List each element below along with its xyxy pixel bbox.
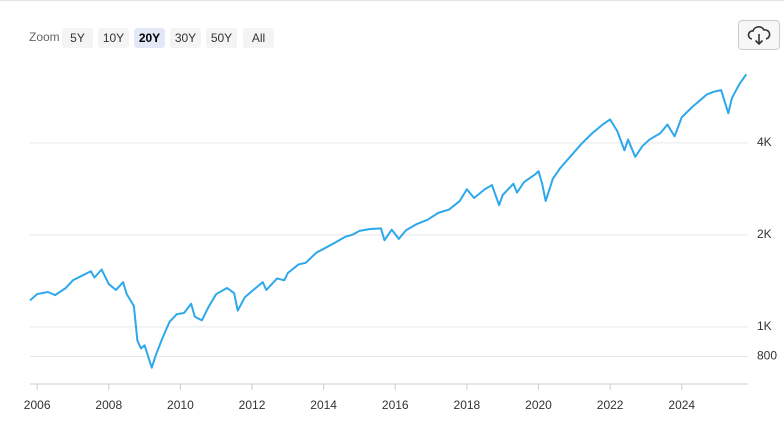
line-series bbox=[29, 73, 748, 369]
x-tick-label: 2018 bbox=[454, 398, 481, 412]
x-tick-label: 2014 bbox=[310, 398, 337, 412]
zoom-button[interactable]: 10Y bbox=[98, 28, 129, 48]
x-tick-label: 2016 bbox=[382, 398, 409, 412]
zoom-button[interactable]: 30Y bbox=[170, 28, 201, 48]
zoom-button[interactable]: 5Y bbox=[62, 28, 93, 48]
y-tick-label: 800 bbox=[757, 349, 777, 363]
y-tick-label: 4K bbox=[757, 135, 772, 149]
download-icon bbox=[747, 26, 771, 46]
x-tick-label: 2020 bbox=[525, 398, 552, 412]
zoom-button[interactable]: 20Y bbox=[134, 28, 165, 48]
zoom-label: Zoom bbox=[29, 30, 60, 44]
zoom-button[interactable]: 50Y bbox=[206, 28, 237, 48]
x-tick-label: 2010 bbox=[167, 398, 194, 412]
download-button[interactable] bbox=[738, 20, 780, 50]
y-tick-label: 1K bbox=[757, 319, 772, 333]
y-tick-label: 2K bbox=[757, 227, 772, 241]
x-tick-label: 2006 bbox=[24, 398, 51, 412]
x-tick-label: 2012 bbox=[239, 398, 266, 412]
x-tick-label: 2024 bbox=[668, 398, 695, 412]
x-tick-label: 2022 bbox=[597, 398, 624, 412]
x-tick-label: 2008 bbox=[95, 398, 122, 412]
zoom-button[interactable]: All bbox=[243, 28, 274, 48]
